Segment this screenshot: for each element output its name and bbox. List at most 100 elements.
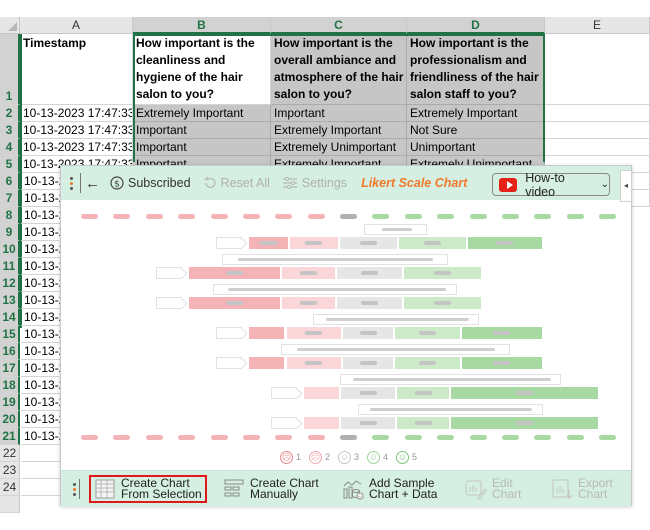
question-label xyxy=(213,284,457,295)
label-line-2: Chart xyxy=(492,487,522,501)
row-header-7[interactable]: 7 xyxy=(0,190,20,207)
row-header-13[interactable]: 13 xyxy=(0,292,20,309)
likert-chart-preview: ☹ 1 ☹ 2 ☺ 3 ☺ 4 ☺ 5 xyxy=(61,200,631,471)
create-chart-manually-button[interactable]: Create Chart Manually xyxy=(223,475,319,503)
subscribed-label: Subscribed xyxy=(128,176,191,190)
table-grid-icon xyxy=(95,479,115,499)
column-header-d[interactable]: D xyxy=(407,17,545,34)
row-header-1[interactable]: 1 xyxy=(0,34,20,105)
collapse-panel-button[interactable]: ◂ xyxy=(620,170,632,202)
cell-e7[interactable] xyxy=(632,190,650,207)
row-header-8[interactable]: 8 xyxy=(0,207,20,224)
row-header-15[interactable]: 15 xyxy=(0,326,20,343)
cell-c2[interactable]: Important xyxy=(271,105,407,122)
how-to-video-dropdown[interactable]: How-to video ⌄ xyxy=(492,170,610,199)
legend-number: 2 xyxy=(325,452,331,462)
row-header-25[interactable] xyxy=(0,496,20,513)
row-header-11[interactable]: 11 xyxy=(0,258,20,275)
drag-handle-icon[interactable] xyxy=(67,479,81,499)
cell-e4[interactable] xyxy=(545,139,650,156)
cell-e3[interactable] xyxy=(545,122,650,139)
row-header-14[interactable]: 14 xyxy=(0,309,20,326)
label-line-2: Chart + Data xyxy=(369,487,438,501)
row-header-20[interactable]: 20 xyxy=(0,411,20,428)
very-sad-face-icon: ☹ xyxy=(280,451,293,464)
how-to-video-label: How-to video xyxy=(525,170,565,199)
cell-e6[interactable] xyxy=(632,173,650,190)
row-header-19[interactable]: 19 xyxy=(0,394,20,411)
label-line-1: Add Sample xyxy=(369,476,435,490)
form-list-icon xyxy=(224,479,244,497)
row-header-12[interactable]: 12 xyxy=(0,275,20,292)
cell-c3[interactable]: Extremely Important xyxy=(271,122,407,139)
cell-a1[interactable]: Timestamp xyxy=(20,34,133,105)
chevron-down-icon: ⌄ xyxy=(600,179,609,190)
row-header-17[interactable]: 17 xyxy=(0,360,20,377)
label-line-1: Export xyxy=(578,476,613,490)
legend-number: 1 xyxy=(296,452,302,462)
cell-b3[interactable]: Important xyxy=(133,122,271,139)
cell-a4[interactable]: 10-13-2023 17:47:33 xyxy=(20,139,133,156)
column-header-c[interactable]: C xyxy=(271,17,407,34)
cell-a3[interactable]: 10-13-2023 17:47:33 xyxy=(20,122,133,139)
likert-chart-panel: ← $ Subscribed Reset All Settings Likert… xyxy=(60,165,632,506)
create-chart-from-selection-button[interactable]: Create Chart From Selection xyxy=(89,475,207,503)
row-header-6[interactable]: 6 xyxy=(0,173,20,190)
question-label xyxy=(364,224,427,235)
export-chart-button[interactable]: Export Chart xyxy=(551,475,613,503)
smile-face-icon: ☺ xyxy=(367,451,380,464)
row-header-16[interactable]: 16 xyxy=(0,343,20,360)
question-tag xyxy=(156,267,182,279)
cell-e1[interactable] xyxy=(545,34,650,105)
row-header-24[interactable]: 24 xyxy=(0,479,20,496)
question-tag xyxy=(216,357,242,369)
legend-number: 4 xyxy=(383,452,389,462)
cell-d1[interactable]: How important is the professionalism and… xyxy=(407,34,545,105)
row-header-21[interactable]: 21 xyxy=(0,428,20,445)
question-label xyxy=(313,314,479,325)
reset-all-button[interactable]: Reset All xyxy=(203,176,270,190)
legend-number: 5 xyxy=(412,452,418,462)
cell-b2[interactable]: Extremely Important xyxy=(133,105,271,122)
row-header-10[interactable]: 10 xyxy=(0,241,20,258)
svg-text:+: + xyxy=(359,494,362,500)
cell-d4[interactable]: Unimportant xyxy=(407,139,545,156)
neutral-face-icon: ☺ xyxy=(338,451,351,464)
cell-b4[interactable]: Important xyxy=(133,139,271,156)
column-header-b[interactable]: B xyxy=(133,17,271,34)
cell-d2[interactable]: Extremely Important xyxy=(407,105,545,122)
drag-handle-icon[interactable] xyxy=(64,176,78,190)
row-header-9[interactable]: 9 xyxy=(0,224,20,241)
divider xyxy=(79,479,80,499)
row-header-2[interactable]: 2 xyxy=(0,105,20,122)
settings-button[interactable]: Settings xyxy=(282,176,347,190)
label-line-2: Chart xyxy=(578,487,608,501)
row-header-5[interactable]: 5 xyxy=(0,156,20,173)
selection-edge xyxy=(20,34,22,328)
select-all-corner[interactable] xyxy=(0,17,20,34)
row-header-22[interactable]: 22 xyxy=(0,445,20,462)
edit-chart-button[interactable]: Edit Chart xyxy=(465,475,521,503)
cell-c4[interactable]: Extremely Unimportant xyxy=(271,139,407,156)
row-header-3[interactable]: 3 xyxy=(0,122,20,139)
youtube-icon xyxy=(499,177,518,192)
add-sample-chart-button[interactable]: + Add Sample Chart + Data xyxy=(342,475,437,503)
column-header-a[interactable]: A xyxy=(20,17,133,34)
back-button[interactable]: ← xyxy=(85,174,100,192)
subscribed-button[interactable]: $ Subscribed xyxy=(110,176,191,190)
row-header-23[interactable]: 23 xyxy=(0,462,20,479)
row-header-4[interactable]: 4 xyxy=(0,139,20,156)
cell-c1[interactable]: How important is the overall ambiance an… xyxy=(271,34,407,105)
cell-a2[interactable]: 10-13-2023 17:47:33 xyxy=(20,105,133,122)
row-header-18[interactable]: 18 xyxy=(0,377,20,394)
panel-header: ← $ Subscribed Reset All Settings Likert… xyxy=(61,166,631,200)
panel-title: Likert Scale Chart xyxy=(361,176,468,190)
cell-b1[interactable]: How important is the cleanliness and hyg… xyxy=(133,34,271,105)
question-label xyxy=(281,344,510,355)
cell-d3[interactable]: Not Sure xyxy=(407,122,545,139)
cell-e2[interactable] xyxy=(545,105,650,122)
label-line-2: Manually xyxy=(250,487,299,501)
settings-label: Settings xyxy=(301,176,348,190)
sad-face-icon: ☹ xyxy=(309,451,322,464)
column-header-e[interactable]: E xyxy=(545,17,650,34)
